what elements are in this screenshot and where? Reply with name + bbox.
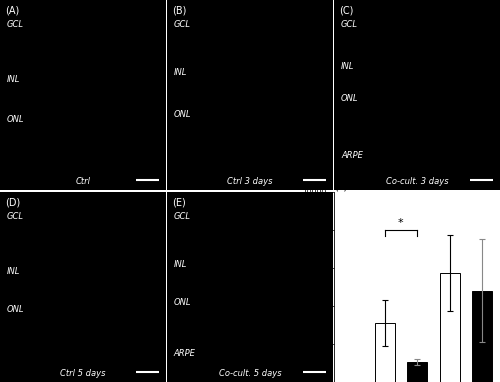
Text: ONL: ONL <box>6 115 24 124</box>
Bar <box>407 362 428 382</box>
Text: Ctrl 5 days: Ctrl 5 days <box>60 369 106 378</box>
Text: (E): (E) <box>172 197 186 208</box>
Text: GCL: GCL <box>174 20 191 29</box>
Text: INL: INL <box>174 260 187 269</box>
Text: GCL: GCL <box>6 20 24 29</box>
Y-axis label: TUNEL positive cells
in INL and ONL: TUNEL positive cells in INL and ONL <box>280 248 300 325</box>
Bar <box>472 291 492 382</box>
Text: INL: INL <box>174 68 187 77</box>
Text: Ctrl: Ctrl <box>76 177 90 186</box>
Text: ONL: ONL <box>174 298 192 307</box>
Text: Co-cult. 5 days: Co-cult. 5 days <box>218 369 282 378</box>
Text: INL: INL <box>341 62 354 71</box>
Bar <box>374 323 394 382</box>
Text: Ctrl 3 days: Ctrl 3 days <box>228 177 273 186</box>
Text: (C): (C) <box>340 6 354 16</box>
Text: GCL: GCL <box>174 212 191 221</box>
Text: ONL: ONL <box>341 94 358 103</box>
Text: *: * <box>398 219 404 228</box>
Text: ARPE: ARPE <box>174 349 196 358</box>
Text: Co-cult. 3 days: Co-cult. 3 days <box>386 177 448 186</box>
Text: ARPE: ARPE <box>341 151 363 160</box>
Text: ONL: ONL <box>174 110 192 118</box>
Text: ONL: ONL <box>6 305 24 314</box>
Text: GCL: GCL <box>341 20 358 29</box>
Text: GCL: GCL <box>6 212 24 221</box>
Text: (D): (D) <box>5 197 20 208</box>
Text: (B): (B) <box>172 6 186 16</box>
Text: INL: INL <box>6 75 20 84</box>
Bar <box>440 273 460 382</box>
Text: (A): (A) <box>5 6 19 16</box>
Text: (F): (F) <box>334 181 347 191</box>
Text: INL: INL <box>6 267 20 276</box>
